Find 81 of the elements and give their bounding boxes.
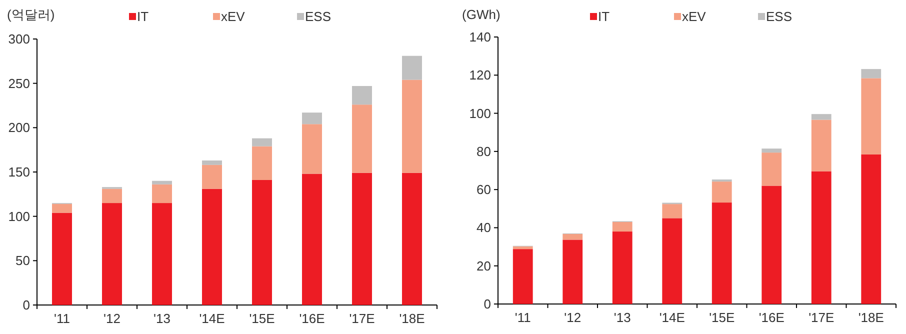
bar [302, 174, 322, 305]
y-tick-label: 0 [484, 296, 491, 312]
bar [352, 172, 372, 305]
x-tick-label: '14E [659, 310, 686, 325]
y-axis-title: (억달러) [7, 7, 55, 22]
x-tick-label: '17E [808, 310, 835, 325]
legend-label: ESS [305, 9, 332, 24]
y-axis-title: (GWh) [462, 7, 500, 22]
bar [402, 172, 422, 305]
x-tick-label: '13 [154, 311, 170, 326]
bar [512, 249, 533, 304]
bar [152, 203, 172, 305]
bar [612, 232, 632, 304]
bar [52, 212, 72, 305]
bar [811, 171, 832, 304]
x-tick-label: '16E [758, 310, 785, 325]
x-tick-label: '15E [709, 310, 736, 325]
y-tick-label: 20 [476, 258, 491, 274]
y-tick-label: 60 [476, 182, 491, 198]
bar [352, 86, 372, 105]
bar [662, 204, 682, 218]
x-tick-label: '13 [614, 310, 631, 325]
bar [712, 179, 732, 182]
bar [102, 188, 122, 204]
y-tick-label: 300 [8, 32, 30, 46]
bar [612, 222, 632, 232]
x-tick-label: '15E [249, 311, 276, 326]
bar [512, 246, 533, 250]
y-tick-label: 40 [476, 220, 491, 236]
bar [562, 234, 583, 240]
y-tick-label: 50 [16, 253, 30, 268]
y-tick-label: 120 [469, 68, 491, 83]
x-tick-label: '14E [199, 311, 226, 326]
bar [861, 78, 882, 154]
bar [762, 148, 782, 153]
x-tick-label: '18E [399, 311, 426, 326]
x-tick-label: '12 [564, 310, 582, 325]
bar [302, 112, 322, 124]
x-tick-label: '11 [514, 310, 531, 325]
bar [762, 186, 782, 304]
x-tick-label: '18E [858, 310, 884, 325]
bar [202, 164, 222, 189]
bar [712, 202, 732, 304]
bar [302, 124, 322, 174]
y-tick-label: 250 [8, 76, 30, 91]
bar [712, 182, 732, 203]
bar [402, 80, 422, 173]
bar [52, 204, 72, 213]
legend-label: IT [137, 9, 149, 24]
bar [152, 180, 172, 184]
y-tick-label: 200 [8, 120, 30, 136]
bar [861, 154, 882, 304]
bar [811, 114, 832, 120]
y-tick-label: 0 [22, 298, 30, 312]
bar [252, 180, 272, 305]
legend-label: xEV [221, 9, 246, 24]
bar [252, 138, 272, 146]
legend-label: xEV [682, 9, 706, 24]
x-tick-label: '12 [104, 311, 120, 326]
bar [202, 188, 222, 305]
y-tick-label: 150 [8, 164, 30, 180]
y-tick-label: 100 [469, 106, 491, 121]
y-tick-label: 140 [469, 30, 491, 44]
bar [762, 152, 782, 186]
legend-label: IT [598, 9, 610, 24]
x-tick-label: '16E [299, 311, 326, 326]
bar [252, 146, 272, 180]
x-tick-label: '17E [349, 311, 376, 326]
bar [861, 69, 882, 78]
y-tick-label: 80 [476, 144, 491, 159]
bar [562, 240, 583, 304]
bar [352, 104, 372, 173]
bar [402, 56, 422, 80]
x-tick-label: '11 [54, 311, 70, 326]
bar [811, 120, 832, 172]
y-tick-label: 100 [8, 208, 30, 224]
bar [202, 160, 222, 165]
bar [152, 184, 172, 204]
bar [662, 218, 682, 304]
legend-label: ESS [766, 9, 792, 24]
bar [102, 203, 122, 305]
